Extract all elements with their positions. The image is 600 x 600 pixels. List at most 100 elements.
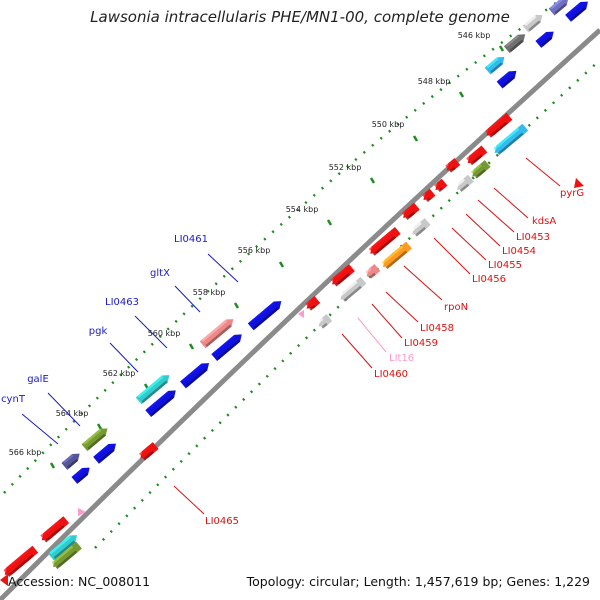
tick-mark	[412, 135, 419, 142]
gene-arrow	[40, 516, 70, 543]
tick-rings	[3, 0, 600, 549]
genome-backbone	[0, 28, 600, 600]
gene-label: cynT	[1, 394, 26, 405]
leader-line	[493, 187, 529, 219]
gene-arrow	[455, 174, 474, 192]
gene-label: LI0461	[174, 234, 208, 245]
leader-line	[174, 285, 201, 313]
gene-arrow	[565, 1, 588, 22]
features	[0, 0, 588, 586]
gene-label: pyrG	[560, 188, 584, 199]
gene-label: LI0458	[420, 323, 454, 334]
outer-dotted-ring	[3, 0, 561, 494]
gene-arrow	[61, 453, 80, 470]
tick-label: 560 kbp	[148, 329, 181, 338]
leader-line	[47, 392, 81, 427]
leader-line	[403, 265, 443, 301]
gene-arrow	[496, 70, 517, 89]
leader-line	[134, 315, 168, 349]
gene-label: rpoN	[444, 302, 468, 313]
leader-line	[357, 317, 387, 353]
leader-line	[477, 199, 515, 233]
gene-arrow	[305, 296, 321, 311]
tick-label: 548 kbp	[418, 77, 451, 86]
gene-arrow	[339, 276, 367, 302]
gene-arrow	[365, 264, 381, 279]
gene-label: LI0456	[472, 274, 506, 285]
tick-label: 550 kbp	[372, 120, 405, 129]
tick-label: 566 kbp	[9, 448, 42, 457]
tick-marks: 546 kbp 548 kbp 550 kbp 552 kbp 554 kbp 556 k…	[9, 31, 505, 469]
gene-label: LI0454	[502, 246, 536, 257]
gene-label: pgk	[89, 326, 108, 337]
gene-arrow	[535, 31, 554, 48]
tick-label: 552 kbp	[329, 163, 362, 172]
gene-arrow	[48, 535, 78, 561]
tick-label: 556 kbp	[238, 246, 271, 255]
tick-mark	[233, 302, 240, 309]
gene-arrow	[199, 319, 234, 349]
gene-arrow	[317, 314, 333, 329]
gene-arrow	[401, 202, 420, 220]
tick-mark	[49, 462, 56, 469]
gene-arrow	[466, 145, 488, 166]
leader-line	[109, 342, 139, 373]
leader-line	[371, 303, 403, 339]
red-marker	[574, 178, 584, 188]
red-marker	[0, 574, 8, 586]
gene-arrow	[145, 390, 176, 418]
gene-label: gltX	[150, 268, 170, 279]
gene-arrow	[81, 428, 108, 452]
leader-line	[207, 253, 239, 283]
gene-label: LIt16	[389, 353, 414, 364]
gene-arrow	[180, 363, 210, 389]
gene-arrow	[548, 0, 569, 16]
tick-label: 564 kbp	[56, 409, 89, 418]
tick-mark	[498, 45, 505, 52]
gene-arrow	[470, 160, 491, 179]
gene-arrow	[211, 334, 242, 362]
gene-arrow	[485, 112, 513, 138]
pseudo-marker	[78, 508, 86, 516]
gene-arrow	[493, 123, 529, 156]
gene-arrow	[410, 218, 431, 237]
gene-label: LI0465	[205, 516, 239, 527]
gene-arrow	[71, 467, 90, 484]
tick-mark	[458, 91, 465, 98]
tick-label: 546 kbp	[458, 31, 491, 40]
leader-line	[21, 413, 59, 445]
genome-summary-text: Topology: circular; Length: 1,457,619 bp…	[246, 574, 590, 589]
gene-label: LI0459	[404, 338, 438, 349]
pseudo-marker	[298, 310, 304, 318]
gene-label: kdsA	[532, 216, 556, 227]
leader-line	[465, 213, 501, 247]
gene-arrow	[247, 301, 282, 331]
gene-arrow	[434, 178, 448, 193]
gene-arrow	[368, 226, 401, 256]
tick-mark	[369, 177, 376, 184]
tick-mark	[278, 261, 285, 268]
gene-label: galE	[27, 374, 49, 385]
gene-arrow	[522, 14, 543, 33]
tick-mark	[326, 219, 333, 226]
leader-line	[173, 485, 205, 515]
tick-mark	[188, 343, 195, 350]
gene-label: LI0455	[488, 260, 522, 271]
backbone-line	[0, 28, 600, 600]
gene-arrow	[422, 188, 436, 203]
accession-text: Accession: NC_008011	[8, 574, 150, 589]
gene-arrow	[135, 375, 170, 405]
tick-label: 562 kbp	[103, 369, 136, 378]
gene-arrow	[3, 545, 39, 578]
tick-label: 558 kbp	[193, 288, 226, 297]
gene-label: LI0453	[516, 232, 550, 243]
gene-label: LI0460	[374, 369, 408, 380]
gene-arrow	[51, 541, 82, 570]
gene-arrow	[503, 34, 526, 54]
gene-arrow	[93, 443, 116, 464]
gene-arrow	[445, 158, 461, 173]
leader-line	[451, 227, 487, 261]
leader-line	[385, 291, 419, 323]
